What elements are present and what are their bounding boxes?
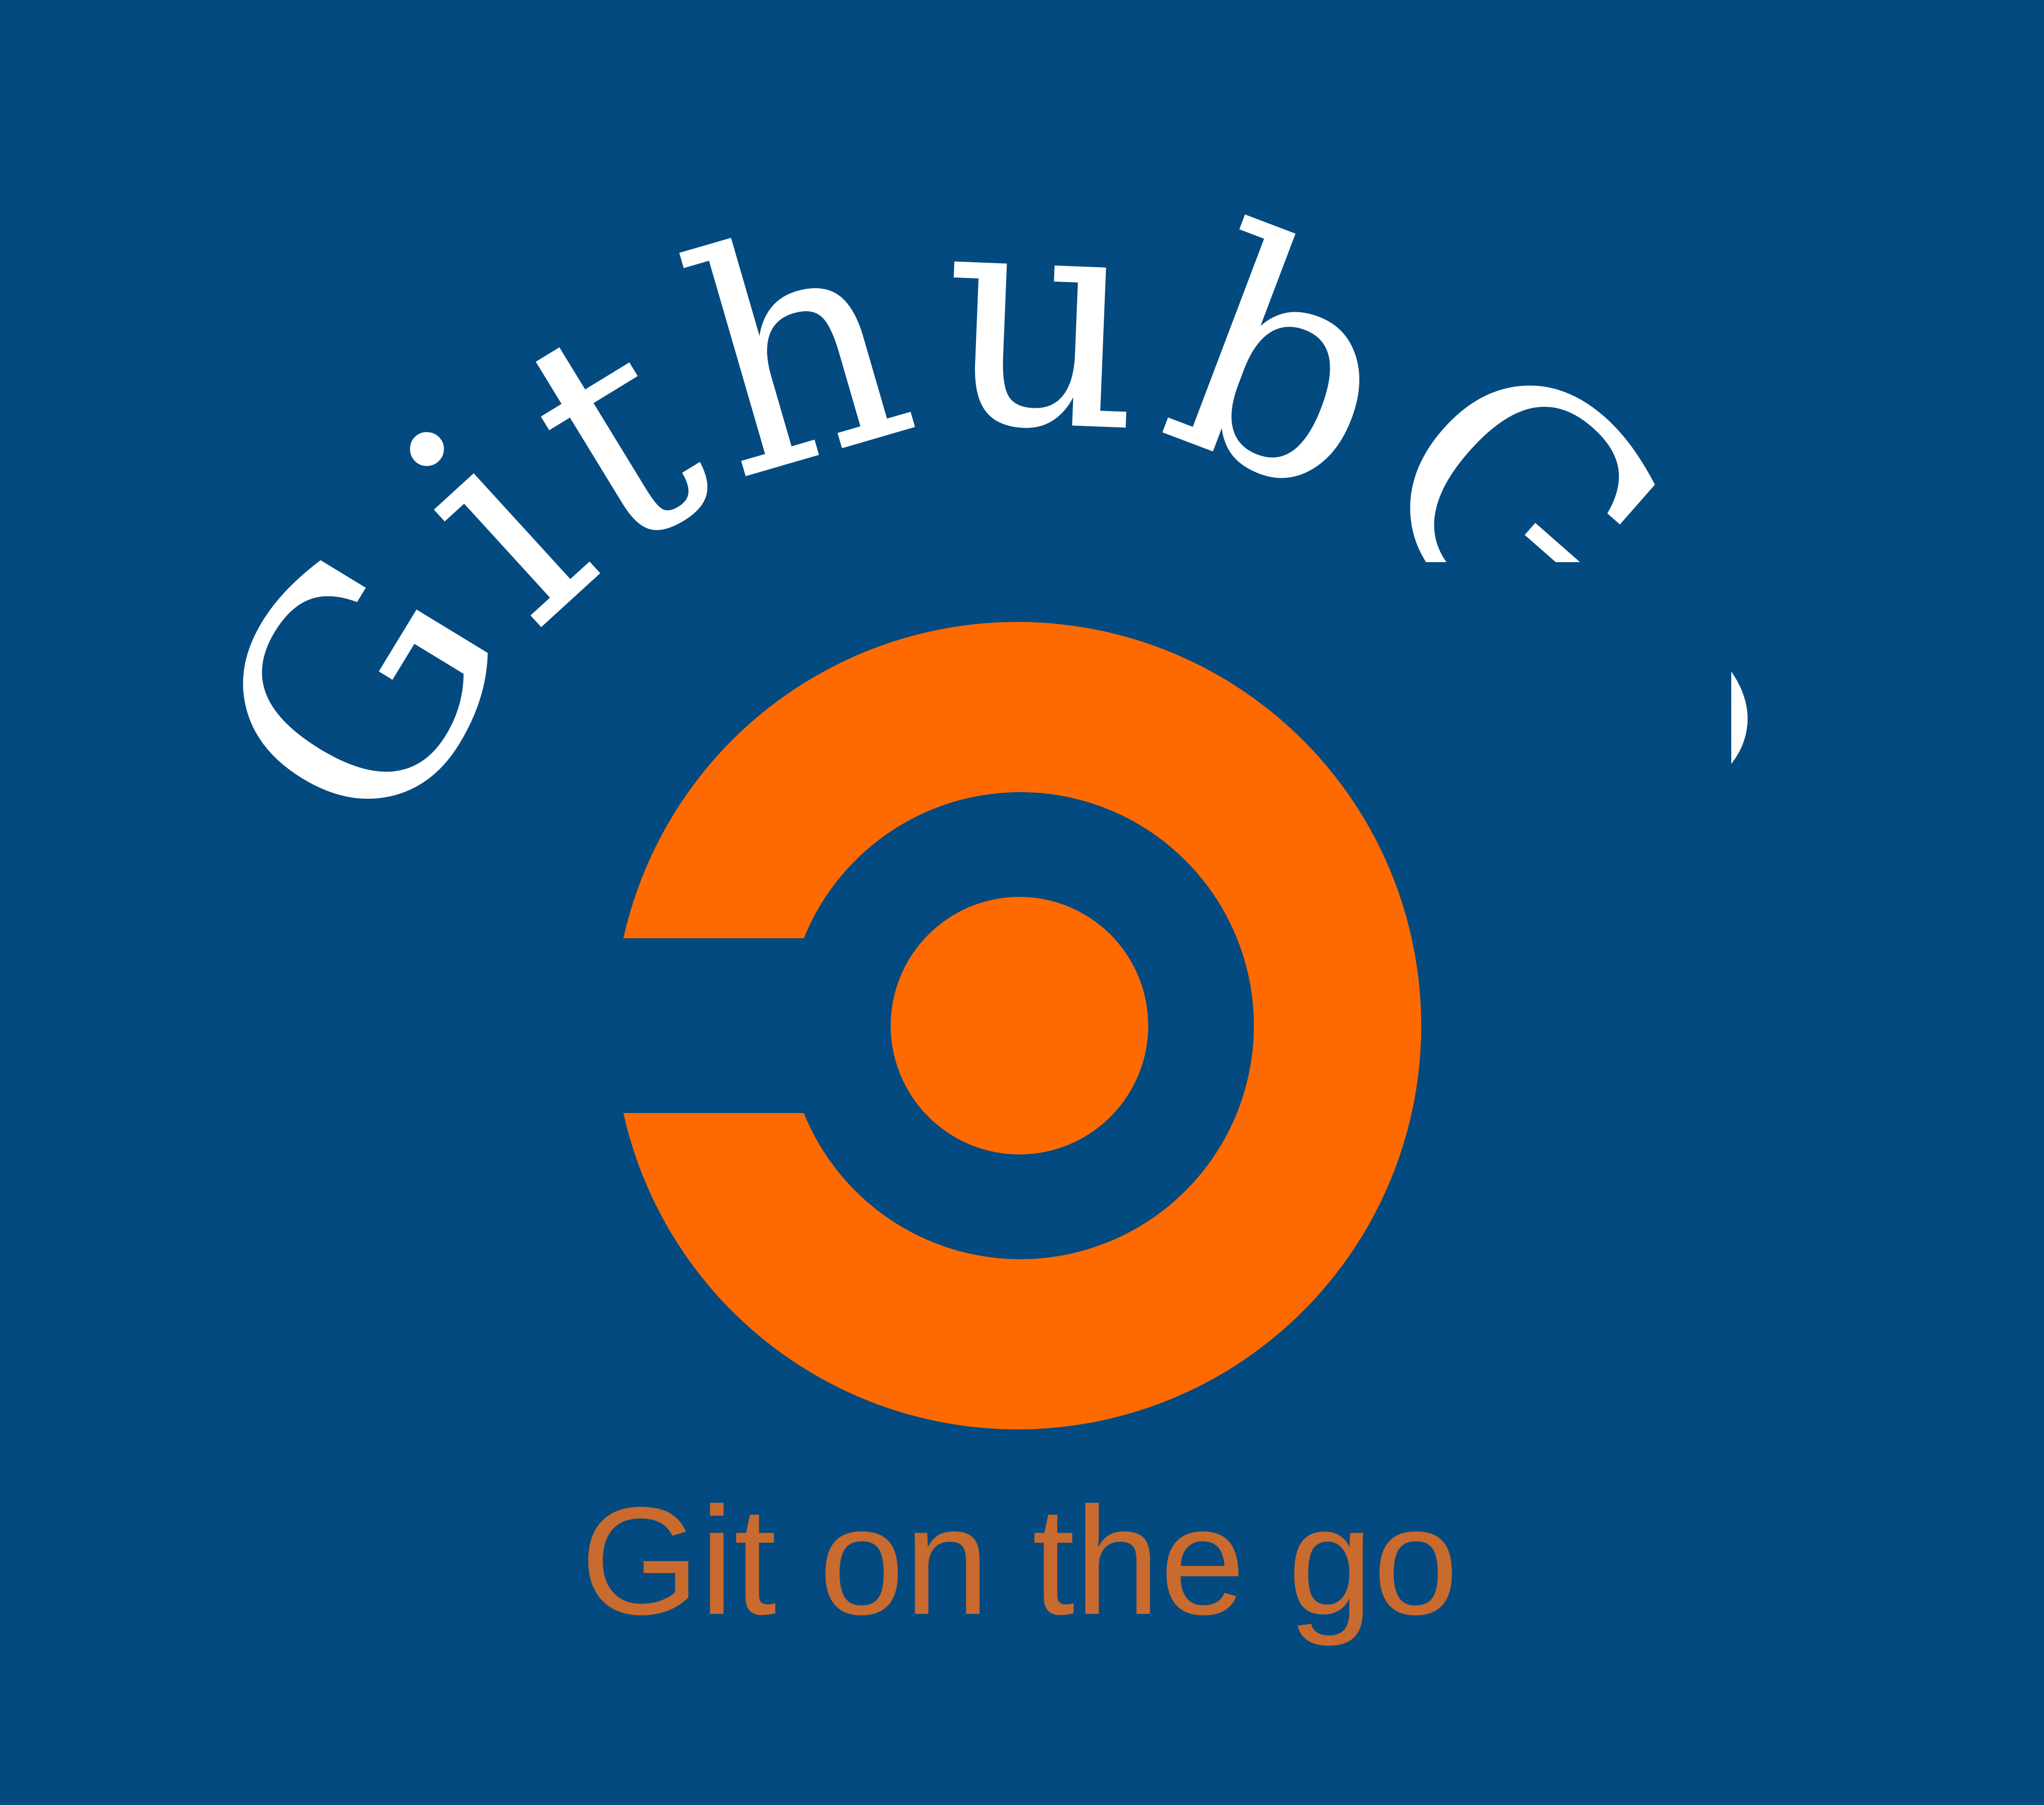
- tagline: Git on the go: [580, 1475, 1458, 1648]
- logo-center-dot: [891, 897, 1148, 1154]
- logo-outer-ring: [623, 622, 1422, 1429]
- logo-right-cut: [1425, 562, 1731, 1482]
- ring-dot-logo-icon: [623, 562, 1731, 1482]
